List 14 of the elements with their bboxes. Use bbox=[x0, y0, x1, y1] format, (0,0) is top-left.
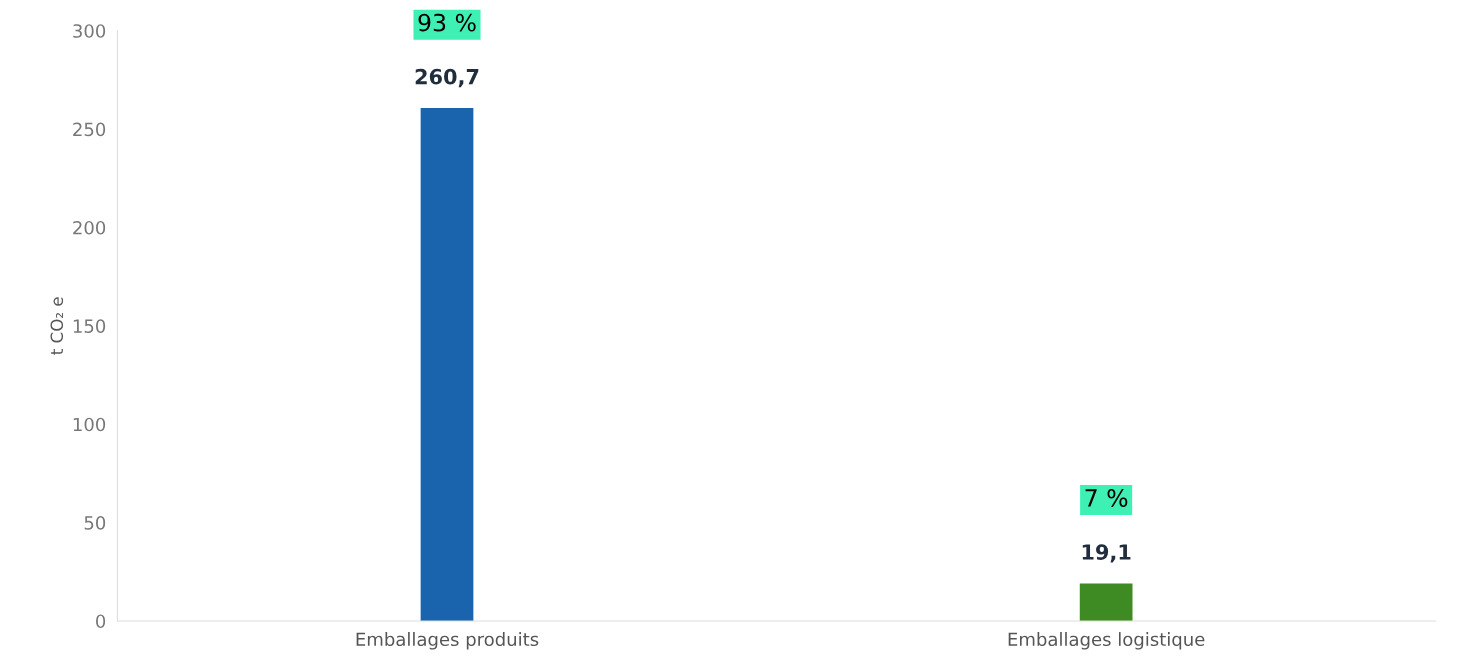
data-label: 19,1 bbox=[1082, 544, 1131, 563]
y-tick-label: 100 bbox=[73, 417, 106, 432]
y-tick-label: 0 bbox=[96, 614, 106, 629]
y-tick-label: 150 bbox=[73, 319, 106, 333]
y-tick-label: 250 bbox=[73, 122, 106, 137]
y-tick-label: 50 bbox=[84, 516, 106, 530]
y-axis-title: t CO₂ e bbox=[50, 297, 64, 355]
data-label: 260,7 bbox=[415, 68, 479, 88]
y-tick-label: 200 bbox=[73, 220, 106, 235]
x-tick-label: Emballages logistique bbox=[1008, 632, 1205, 650]
annotation: 7 % bbox=[1085, 489, 1128, 507]
annotation: 93 % bbox=[418, 13, 476, 32]
x-tick-label: Emballages produits bbox=[356, 632, 539, 650]
y-tick-label: 300 bbox=[73, 24, 106, 38]
